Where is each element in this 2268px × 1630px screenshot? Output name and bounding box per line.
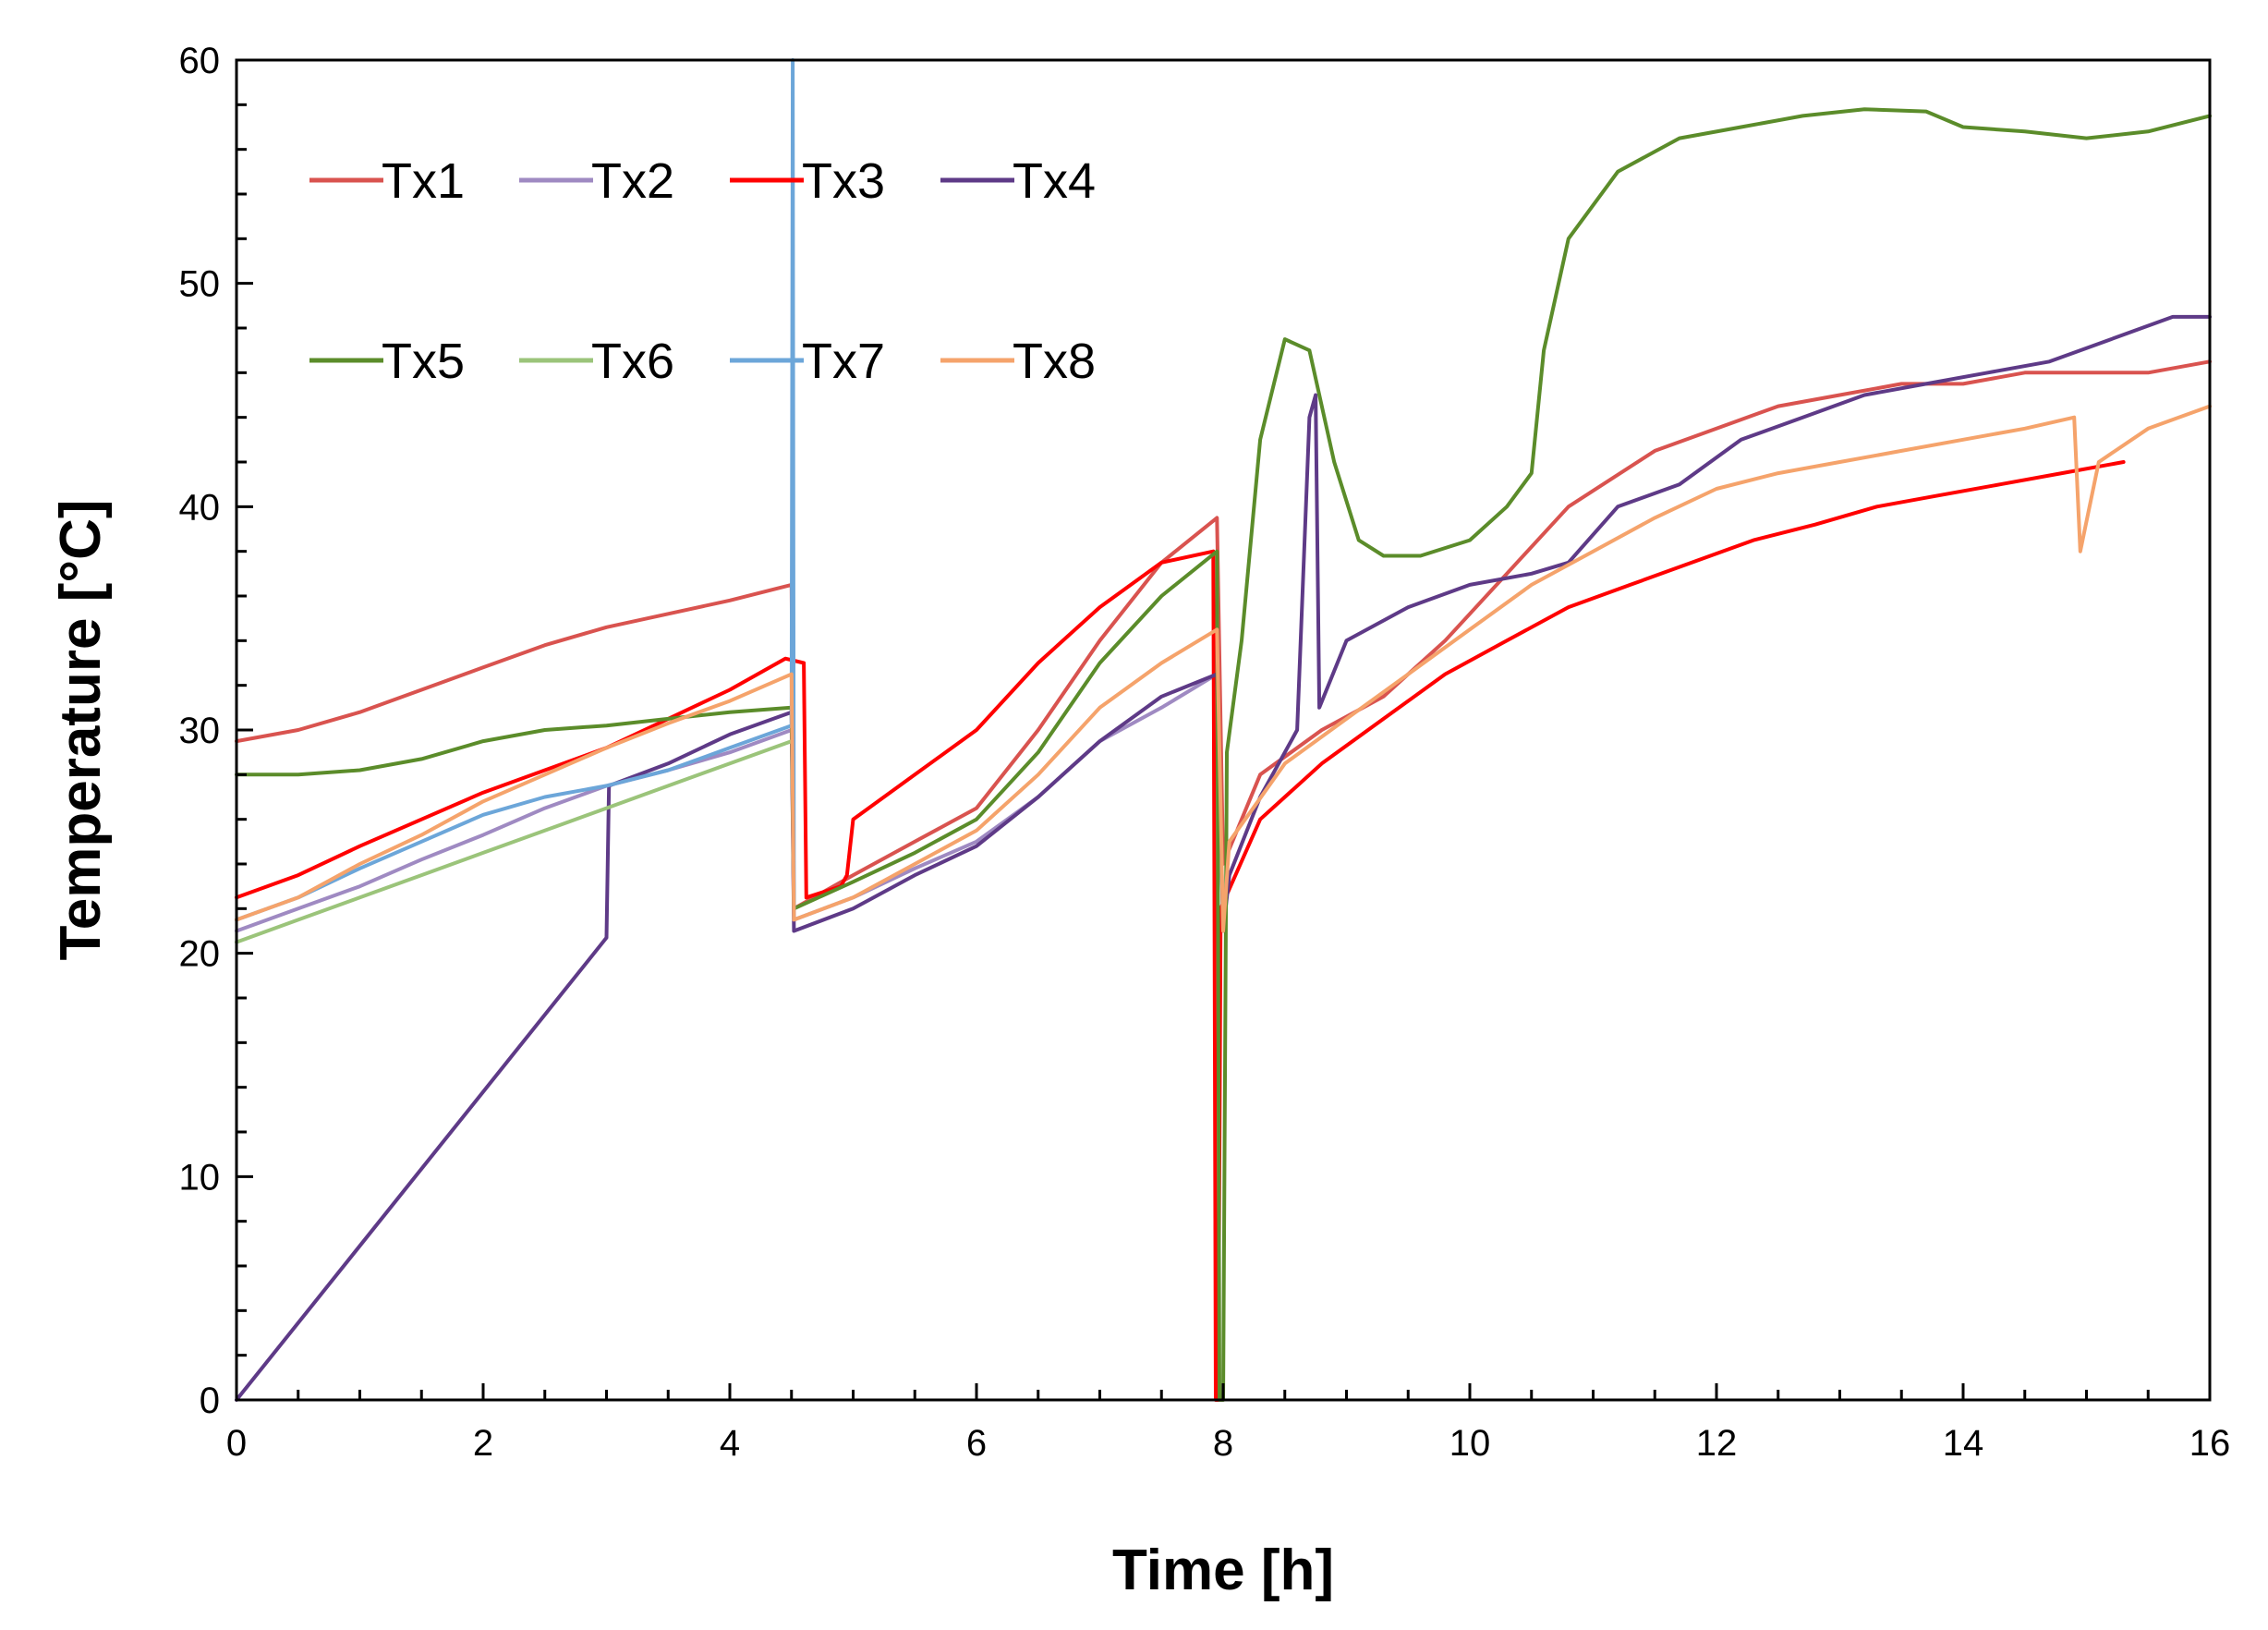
x-tick-label: 6 xyxy=(966,1423,987,1464)
y-tick-label: 10 xyxy=(179,1157,221,1198)
series-line-tx3 xyxy=(235,460,2126,1402)
y-tick-label: 40 xyxy=(179,487,221,528)
y-tick-label: 30 xyxy=(179,711,221,751)
series-line-tx6 xyxy=(235,739,794,944)
legend-label-tx8: Tx8 xyxy=(1013,334,1096,389)
series-layer xyxy=(235,58,2212,1402)
legend-label-tx7: Tx7 xyxy=(802,334,885,389)
x-tick-label: 8 xyxy=(1213,1423,1233,1464)
y-tick-label: 50 xyxy=(179,264,221,305)
x-tick-label: 2 xyxy=(473,1423,493,1464)
series-line-tx7 xyxy=(235,58,796,922)
axes-layer: 0 2 4 6 8 10 12 14 16 0 10 20 30 40 50 60 xyxy=(179,41,2231,1464)
legend: Tx1 Tx2 Tx3 Tx4 Tx5 Tx6 Tx7 Tx8 xyxy=(309,153,1096,389)
x-tick-label: 14 xyxy=(1943,1423,1984,1464)
y-tick-label: 20 xyxy=(179,934,221,975)
x-axis-title: Time [h] xyxy=(1112,1539,1334,1602)
x-tick-label: 16 xyxy=(2189,1423,2231,1464)
legend-label-tx5: Tx5 xyxy=(382,334,465,389)
x-tick-label: 10 xyxy=(1449,1423,1491,1464)
series-line-tx8 xyxy=(235,404,2212,933)
legend-label-tx4: Tx4 xyxy=(1013,153,1096,209)
y-tick-label: 60 xyxy=(179,41,221,81)
y-tick-label: 0 xyxy=(200,1381,220,1421)
series-line-tx1 xyxy=(235,359,2212,911)
y-axis-title: Temperature [°C] xyxy=(49,499,113,960)
x-tick-label: 12 xyxy=(1696,1423,1738,1464)
legend-label-tx2: Tx2 xyxy=(591,153,674,209)
legend-label-tx3: Tx3 xyxy=(802,153,885,209)
x-tick-label: 0 xyxy=(226,1423,247,1464)
x-tick-label: 4 xyxy=(720,1423,740,1464)
series-line-tx4 xyxy=(235,314,2212,1402)
legend-label-tx6: Tx6 xyxy=(591,334,674,389)
legend-label-tx1: Tx1 xyxy=(382,153,465,209)
